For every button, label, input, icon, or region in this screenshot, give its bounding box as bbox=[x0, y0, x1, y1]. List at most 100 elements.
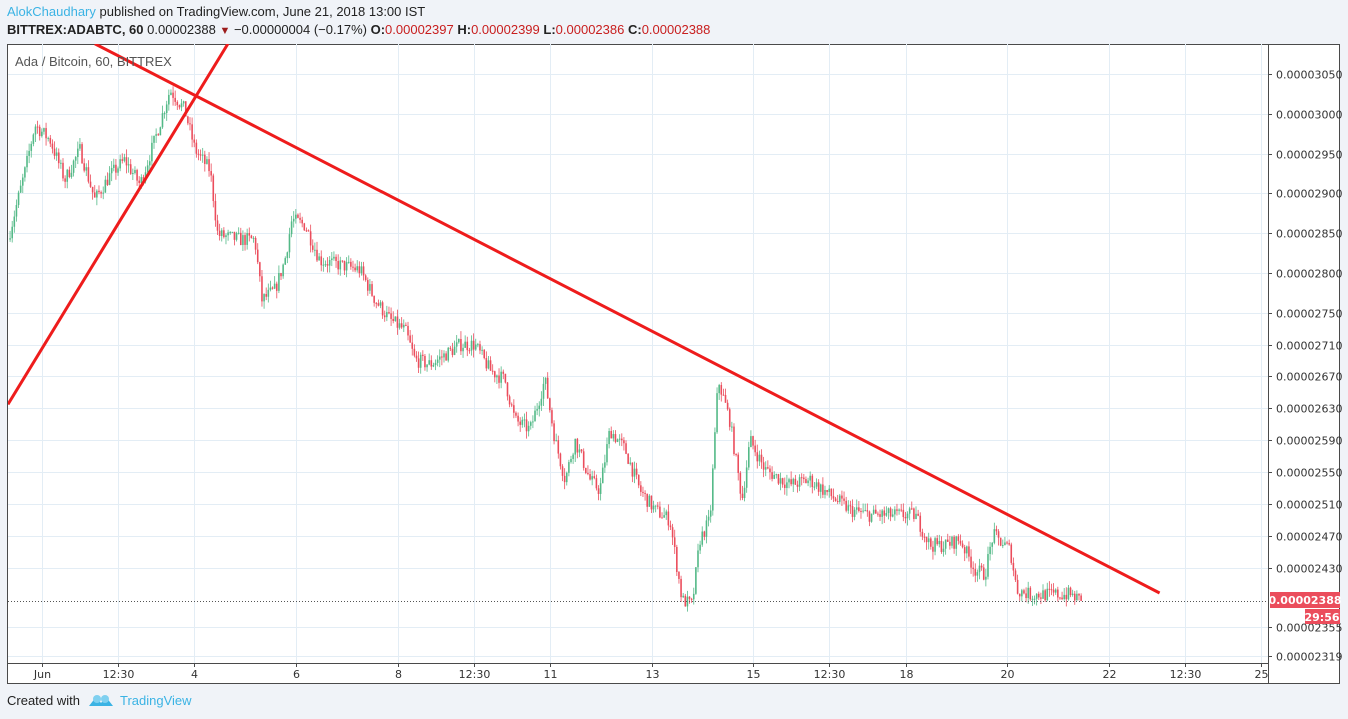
candle-down bbox=[424, 355, 426, 368]
candle-down bbox=[343, 260, 346, 271]
candle-up bbox=[288, 234, 291, 253]
candle-down bbox=[489, 360, 492, 371]
candle-up bbox=[102, 192, 105, 194]
candle-down bbox=[381, 302, 384, 316]
candle-up bbox=[864, 510, 867, 512]
high-label: H: bbox=[457, 22, 472, 37]
candle-down bbox=[733, 426, 735, 455]
candle-down bbox=[309, 231, 312, 246]
candle-up bbox=[278, 273, 280, 291]
candle-down bbox=[659, 506, 661, 518]
candle-down bbox=[883, 510, 886, 516]
trendlines[interactable] bbox=[8, 44, 1161, 595]
candle-down bbox=[1040, 597, 1042, 599]
candle-up bbox=[229, 232, 232, 234]
candle-down bbox=[841, 495, 843, 499]
candle-up bbox=[379, 302, 382, 306]
candle-down bbox=[1078, 593, 1080, 596]
candle-up bbox=[906, 513, 909, 519]
chart-legend: Ada / Bitcoin, 60, BITTREX bbox=[15, 54, 172, 69]
candle-down bbox=[614, 434, 617, 442]
candle-up bbox=[161, 113, 164, 128]
time-tick-label: 12:30 bbox=[459, 668, 491, 681]
candle-down bbox=[722, 394, 725, 396]
candle-down bbox=[301, 219, 303, 224]
candle-up bbox=[328, 260, 331, 266]
candle-up bbox=[1067, 587, 1070, 600]
candle-down bbox=[923, 536, 926, 538]
price-tick-label: 0.00002510 bbox=[1276, 499, 1342, 512]
candle-down bbox=[999, 537, 1002, 546]
open-label: O: bbox=[370, 22, 386, 37]
trendline[interactable] bbox=[8, 44, 230, 406]
candle-up bbox=[773, 474, 775, 479]
candle-up bbox=[938, 540, 941, 545]
candle-down bbox=[491, 370, 494, 372]
candle-up bbox=[462, 347, 464, 352]
candle-up bbox=[347, 261, 350, 263]
candle-up bbox=[927, 538, 930, 543]
candle-down bbox=[68, 169, 71, 178]
candle-up bbox=[819, 484, 822, 492]
candle-up bbox=[872, 509, 875, 514]
candle-down bbox=[244, 235, 246, 245]
candle-up bbox=[807, 480, 809, 484]
price-tick-label: 0.00002430 bbox=[1276, 563, 1342, 576]
candle-down bbox=[900, 509, 902, 511]
candle-down bbox=[445, 353, 447, 361]
candle-up bbox=[227, 232, 229, 236]
candle-down bbox=[472, 340, 475, 350]
candle-down bbox=[62, 162, 64, 179]
candle-up bbox=[604, 462, 606, 468]
candle-down bbox=[375, 302, 378, 304]
time-axis[interactable]: Jun 12:30 4 6 8 12:30 11 13 15 12:30 18 20 22 12:30 25 bbox=[33, 663, 1269, 681]
candle-down bbox=[214, 201, 217, 221]
publish-info: AlokChaudhary published on TradingView.c… bbox=[7, 4, 425, 19]
candle-up bbox=[824, 489, 826, 495]
candle-down bbox=[1018, 593, 1021, 597]
candle-down bbox=[265, 294, 267, 297]
candle-down bbox=[136, 170, 138, 181]
candle-down bbox=[218, 230, 221, 237]
candle-down bbox=[1016, 579, 1019, 594]
candle-down bbox=[483, 349, 486, 359]
tradingview-link[interactable]: TradingView bbox=[119, 693, 192, 708]
open-value: 0.00002397 bbox=[385, 22, 454, 37]
candle-up bbox=[779, 478, 782, 484]
candle-up bbox=[839, 495, 841, 502]
candle-up bbox=[481, 349, 483, 351]
candle-down bbox=[671, 527, 674, 538]
candle-up bbox=[540, 398, 543, 406]
candle-up bbox=[322, 264, 325, 266]
candle-down bbox=[390, 313, 392, 319]
candle-down bbox=[409, 335, 411, 343]
candle-down bbox=[502, 371, 505, 374]
candle-down bbox=[739, 472, 742, 494]
candle-down bbox=[89, 181, 92, 187]
candle-up bbox=[55, 152, 58, 156]
publish-text: published on TradingView.com, June 21, 2… bbox=[99, 4, 426, 19]
candle-up bbox=[17, 192, 20, 206]
candle-down bbox=[1023, 590, 1025, 594]
price-chart[interactable]: 0.00003050 0.00003000 0.00002950 0.00002900… bbox=[0, 0, 1348, 690]
close-label: C: bbox=[627, 22, 642, 37]
candle-down bbox=[646, 493, 648, 507]
candle-up bbox=[618, 438, 621, 440]
candle-down bbox=[83, 163, 85, 171]
candle-up bbox=[21, 177, 24, 186]
candle-up bbox=[701, 531, 704, 545]
trendline[interactable] bbox=[94, 44, 1161, 595]
candle-up bbox=[955, 536, 958, 549]
candle-down bbox=[703, 531, 706, 537]
candle-down bbox=[280, 273, 282, 277]
candle-up bbox=[286, 252, 289, 259]
candle-down bbox=[422, 354, 424, 356]
price-tick-label: 0.00002750 bbox=[1276, 308, 1342, 321]
candle-down bbox=[204, 154, 206, 164]
candle-up bbox=[146, 165, 149, 173]
author-link[interactable]: AlokChaudhary bbox=[7, 4, 96, 19]
price-axis[interactable]: 0.00003050 0.00003000 0.00002950 0.00002900… bbox=[1268, 69, 1342, 664]
candle-down bbox=[515, 412, 517, 416]
candle-down bbox=[223, 230, 225, 238]
candle-down bbox=[756, 452, 759, 462]
